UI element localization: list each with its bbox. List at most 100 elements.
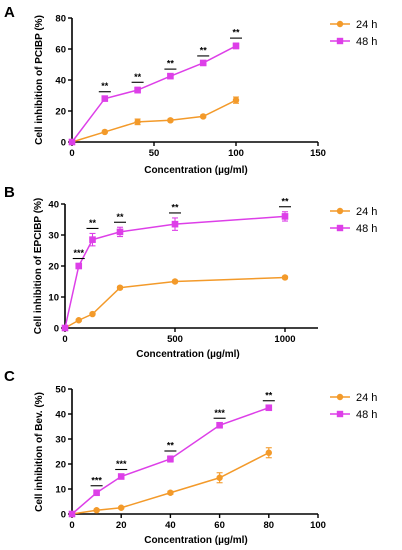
data-point xyxy=(171,220,179,228)
panel-b: B Cell inhibition of EPCIBP (%) Concentr… xyxy=(4,184,377,360)
data-point xyxy=(118,504,125,511)
significance-label: ** xyxy=(167,441,175,451)
panel-b-letter: B xyxy=(4,184,15,201)
y-tick-label: 0 xyxy=(61,509,66,520)
data-point xyxy=(89,236,96,243)
series-line xyxy=(71,407,270,515)
panel-b-significance: *********** xyxy=(72,196,291,260)
significance-label: *** xyxy=(116,459,127,469)
panel-a-legend: 24 h 48 h xyxy=(330,19,377,48)
panel-a-legend-entry-24h: 24 h xyxy=(330,19,377,31)
x-tick-label: 100 xyxy=(310,520,326,531)
x-tick-label: 100 xyxy=(228,148,244,159)
significance-label: *** xyxy=(73,248,84,258)
x-tick-label: 0 xyxy=(69,520,74,531)
significance-label: ** xyxy=(281,196,289,206)
series-line xyxy=(64,215,286,329)
panel-c-series-48h xyxy=(68,404,273,518)
legend-marker-circle xyxy=(336,393,344,401)
panel-b-y-axis-title: Cell inhibition of EPCIBP (%) xyxy=(33,198,44,334)
panel-b-series-24h xyxy=(61,274,289,332)
panel-c-significance: ************* xyxy=(90,390,275,487)
panel-a-significance: ** ** ** ** ** xyxy=(98,28,242,93)
significance-label: ** xyxy=(89,218,97,228)
significance-label: ** xyxy=(134,72,142,82)
data-point xyxy=(265,404,273,412)
data-point xyxy=(89,310,96,318)
panel-c-y-axis-title: Cell inhibition of Bev. (%) xyxy=(34,392,45,512)
y-tick-label: 0 xyxy=(61,137,66,148)
data-point xyxy=(61,324,69,332)
data-point xyxy=(101,95,109,102)
significance-label: ** xyxy=(167,59,175,69)
series-line xyxy=(71,99,237,143)
y-tick-label: 10 xyxy=(55,484,66,495)
panel-c-axes: 0 10 20 30 40 50 0 20 40 60 80 100 xyxy=(55,384,326,531)
y-tick-label: 20 xyxy=(55,106,66,117)
data-point xyxy=(199,59,207,67)
y-tick-label: 40 xyxy=(55,75,66,86)
x-tick-label: 60 xyxy=(214,520,225,531)
panel-a: A Cell inhibition of PCIBP (%) Concentra… xyxy=(4,4,377,176)
data-point xyxy=(281,274,289,281)
y-tick-label: 30 xyxy=(55,434,66,445)
data-point xyxy=(116,284,124,291)
legend-label: 24 h xyxy=(356,19,377,31)
x-tick-label: 500 xyxy=(167,334,183,345)
y-tick-label: 20 xyxy=(55,459,66,470)
panel-c-legend: 24 h 48 h xyxy=(330,392,377,421)
data-point xyxy=(216,421,223,429)
legend-marker-square xyxy=(336,37,344,45)
data-point xyxy=(232,42,240,50)
data-point xyxy=(281,213,289,220)
data-point xyxy=(265,449,272,456)
x-tick-label: 1000 xyxy=(274,334,295,345)
panel-b-legend-entry-24h: 24 h xyxy=(330,206,377,218)
series-line xyxy=(71,45,237,143)
legend-marker-square xyxy=(336,410,344,418)
data-point xyxy=(117,473,125,480)
panel-c-x-axis-title: Concentration (µg/ml) xyxy=(144,535,248,546)
data-point xyxy=(232,96,240,104)
y-tick-label: 40 xyxy=(48,199,59,210)
panel-a-legend-entry-48h: 48 h xyxy=(330,36,377,48)
significance-label: ** xyxy=(171,202,179,212)
legend-label: 48 h xyxy=(356,409,377,421)
y-tick-label: 40 xyxy=(55,409,66,420)
y-tick-label: 30 xyxy=(48,230,59,241)
panel-a-series-24h xyxy=(68,96,240,146)
data-point xyxy=(200,113,207,120)
panel-a-series-48h xyxy=(68,42,240,146)
panel-b-legend: 24 h 48 h xyxy=(330,206,377,235)
data-point xyxy=(134,86,141,94)
significance-label: ** xyxy=(200,45,208,55)
x-tick-label: 20 xyxy=(116,520,127,531)
data-point xyxy=(134,118,141,126)
x-tick-label: 0 xyxy=(62,334,67,345)
x-tick-label: 50 xyxy=(149,148,160,159)
series-line xyxy=(64,276,286,329)
x-tick-label: 150 xyxy=(310,148,326,159)
data-point xyxy=(167,455,174,463)
x-tick-label: 40 xyxy=(165,520,176,531)
panel-a-letter: A xyxy=(4,4,15,21)
y-tick-label: 10 xyxy=(48,292,59,303)
panel-c-legend-entry-24h: 24 h xyxy=(330,392,377,404)
y-tick-label: 20 xyxy=(48,261,59,272)
panel-b-legend-entry-48h: 48 h xyxy=(330,223,377,235)
significance-label: ** xyxy=(232,28,240,38)
legend-marker-square xyxy=(336,224,344,232)
significance-label: *** xyxy=(214,408,225,418)
significance-label: *** xyxy=(91,475,102,485)
y-tick-label: 0 xyxy=(54,323,59,334)
panel-b-axes: 0 10 20 30 40 0 500 1000 xyxy=(48,199,318,345)
legend-label: 48 h xyxy=(356,36,377,48)
legend-marker-circle xyxy=(336,20,344,28)
legend-label: 48 h xyxy=(356,223,377,235)
data-point xyxy=(167,117,174,124)
x-tick-label: 80 xyxy=(264,520,275,531)
data-point xyxy=(116,228,124,236)
data-point xyxy=(75,262,83,270)
panel-b-x-axis-title: Concentration (µg/ml) xyxy=(136,349,240,360)
